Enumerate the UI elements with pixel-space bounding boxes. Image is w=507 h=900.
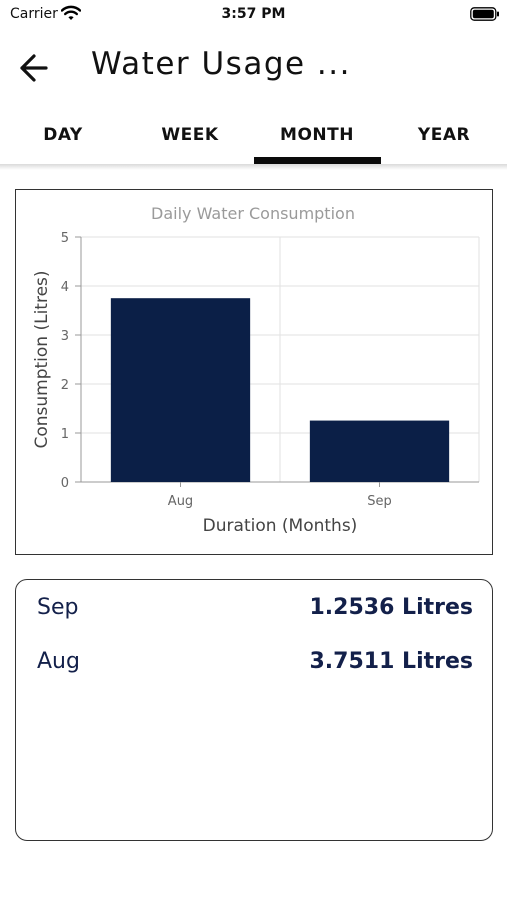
period-tabs: DAY WEEK MONTH YEAR xyxy=(0,104,507,164)
tab-day[interactable]: DAY xyxy=(43,125,83,145)
summary-value: 1.2536 Litres xyxy=(309,595,474,620)
back-button[interactable] xyxy=(16,50,56,86)
carrier-label: Carrier xyxy=(10,6,58,22)
tab-year[interactable]: YEAR xyxy=(417,125,471,145)
y-tick-label: 0 xyxy=(61,476,69,491)
page-title: Water Usage ... xyxy=(91,46,351,82)
x-axis-label: Duration (Months) xyxy=(203,516,358,536)
summary-month: Sep xyxy=(37,595,79,620)
bar-sep xyxy=(309,420,450,482)
wifi-icon xyxy=(60,5,82,26)
tab-week[interactable]: WEEK xyxy=(161,125,219,145)
y-tick-label: 2 xyxy=(61,378,69,393)
bar-aug xyxy=(110,298,251,482)
chart-title: Daily Water Consumption xyxy=(151,204,355,223)
summary-row-aug: Aug 3.7511 Litres xyxy=(16,649,494,683)
summary-row-sep: Sep 1.2536 Litres xyxy=(16,595,494,629)
y-tick-label: 3 xyxy=(61,329,69,344)
arrow-left-icon xyxy=(16,54,56,90)
tab-month[interactable]: MONTH xyxy=(280,125,354,145)
x-tick-label: Sep xyxy=(367,494,392,509)
water-consumption-chart: Daily Water Consumption 0 1 2 3 4 5 Aug Sep Durat… xyxy=(32,204,480,536)
y-tick-label: 4 xyxy=(61,280,69,295)
y-axis-label: Consumption (Litres) xyxy=(32,270,52,448)
x-tick-label: Aug xyxy=(168,494,193,509)
chart-card: Daily Water Consumption 0 1 2 3 4 5 Aug Sep Durat… xyxy=(15,189,493,555)
summary-month: Aug xyxy=(37,649,80,674)
summary-value: 3.7511 Litres xyxy=(309,649,474,674)
battery-icon xyxy=(470,7,500,26)
status-bar: Carrier 3:57 PM xyxy=(0,0,507,30)
y-tick-label: 1 xyxy=(61,427,69,442)
tab-bar-divider xyxy=(0,164,507,170)
tab-selected-indicator xyxy=(254,157,381,164)
y-tick-label: 5 xyxy=(61,231,69,246)
summary-card: Sep 1.2536 Litres Aug 3.7511 Litres xyxy=(15,579,493,841)
status-time: 3:57 PM xyxy=(221,6,286,22)
